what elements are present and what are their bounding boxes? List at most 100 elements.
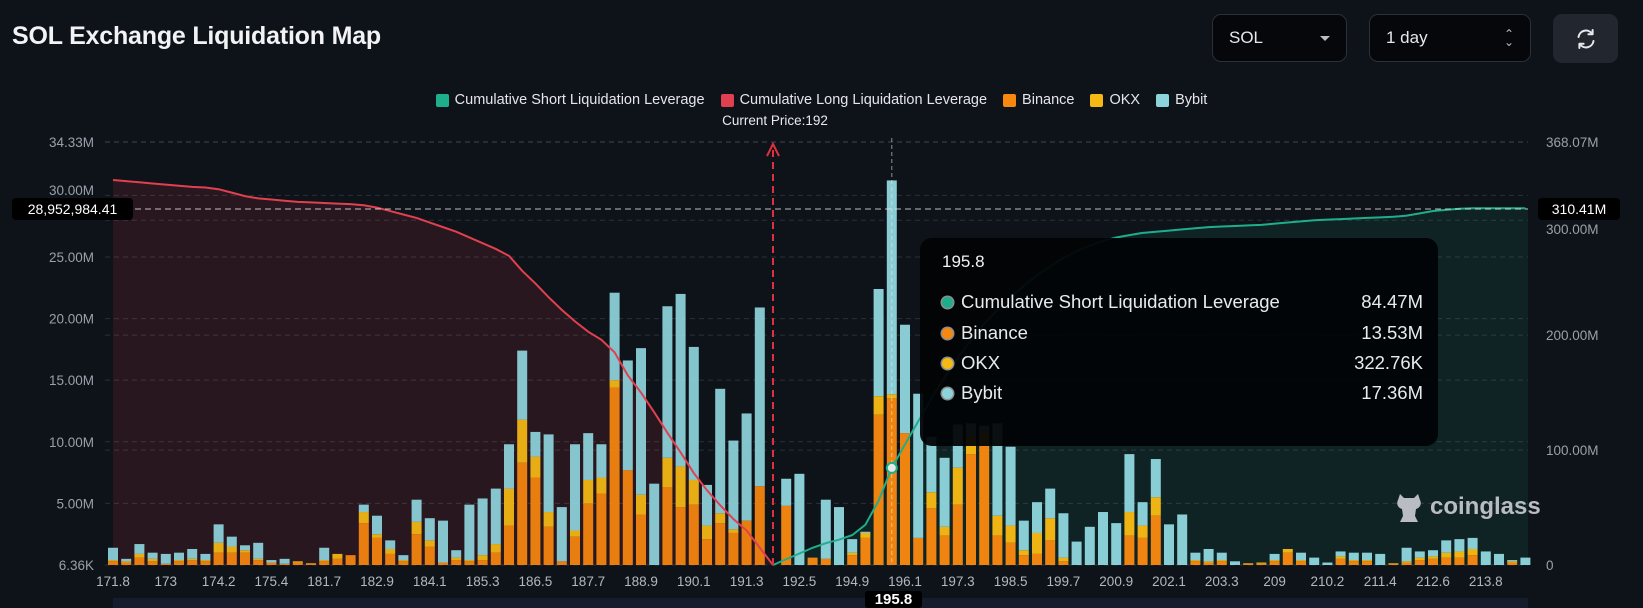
bar-okx-212.6 bbox=[1428, 556, 1438, 559]
bar-binance-185.3 bbox=[477, 560, 488, 565]
bar-bybit-171.8 bbox=[108, 547, 118, 561]
bar-binance-173.9 bbox=[200, 561, 211, 565]
refresh-button[interactable] bbox=[1553, 14, 1618, 63]
bar-okx-210.5 bbox=[1335, 556, 1346, 559]
bar-bybit-194.9 bbox=[847, 539, 858, 553]
bar-okx-190.7 bbox=[715, 513, 726, 524]
bar-bybit-199.7 bbox=[1058, 513, 1069, 558]
legend-item-bybit[interactable]: Bybit bbox=[1156, 92, 1207, 108]
bar-okx-174.8 bbox=[240, 550, 250, 553]
watermark-text: coinglass bbox=[1430, 493, 1541, 520]
y-left-tick-label: 15.00M bbox=[49, 373, 94, 388]
bar-bybit-175.4 bbox=[266, 560, 277, 563]
x-tick-label: 181.7 bbox=[307, 574, 341, 589]
x-tick-label: 186.5 bbox=[519, 574, 553, 589]
bar-okx-189.8 bbox=[675, 466, 686, 508]
bar-bybit-191.6 bbox=[754, 307, 765, 487]
bar-okx-209.3 bbox=[1282, 548, 1293, 553]
bar-bybit-173.6 bbox=[187, 548, 198, 559]
bar-bybit-200.9 bbox=[1111, 523, 1122, 565]
bar-binance-173.3 bbox=[174, 561, 184, 565]
bar-okx-174.5 bbox=[226, 546, 237, 553]
bar-bybit-212.6 bbox=[1428, 550, 1438, 557]
bar-bybit-188.6 bbox=[622, 360, 633, 471]
bar-bybit-198.5 bbox=[1005, 446, 1016, 526]
bar-bybit-200 bbox=[1071, 541, 1082, 565]
bar-binance-183.5 bbox=[398, 561, 409, 565]
tooltip-row-label: Bybit bbox=[961, 382, 1003, 403]
bar-bybit-198.2 bbox=[992, 423, 1003, 516]
bar-binance-187.4 bbox=[570, 536, 580, 565]
bar-binance-195.5 bbox=[873, 414, 884, 565]
bar-okx-190.4 bbox=[702, 525, 712, 540]
bar-binance-189.8 bbox=[675, 507, 686, 565]
bar-okx-173.6 bbox=[187, 558, 198, 561]
bar-bybit-186.2 bbox=[517, 350, 528, 420]
bar-bybit-203.6 bbox=[1230, 561, 1240, 565]
bar-binance-182.3 bbox=[345, 555, 356, 565]
tooltip-row-okx: OKX 322.76K bbox=[942, 352, 1423, 374]
crosshair-right-value: 310.41M bbox=[1538, 198, 1620, 220]
bar-okx-199.4 bbox=[1045, 518, 1056, 541]
bar-okx-183.5 bbox=[398, 560, 409, 562]
y-right-tick-label: 368.07M bbox=[1546, 135, 1599, 150]
bar-binance-186.8 bbox=[543, 526, 554, 565]
bar-okx-187.7 bbox=[583, 479, 594, 504]
bar-binance-188.9 bbox=[636, 514, 646, 565]
bar-bybit-214.4 bbox=[1507, 560, 1518, 562]
bar-okx-201.5 bbox=[1137, 525, 1148, 538]
x-tick-label: 212.6 bbox=[1416, 574, 1450, 589]
bar-binance-184.7 bbox=[451, 560, 462, 565]
bar-binance-198.8 bbox=[1018, 555, 1029, 565]
bar-binance-190.1 bbox=[688, 504, 699, 565]
y-left-tick-label: 5.00M bbox=[56, 496, 94, 511]
bar-okx-212.3 bbox=[1414, 557, 1425, 561]
bar-binance-201.2 bbox=[1124, 535, 1135, 565]
legend-swatch bbox=[720, 93, 734, 107]
bar-bybit-211.1 bbox=[1362, 552, 1372, 561]
bar-bybit-212 bbox=[1401, 547, 1412, 562]
bar-bybit-172.1 bbox=[121, 558, 132, 562]
bar-bybit-200.6 bbox=[1098, 512, 1108, 565]
x-tick-label: 210.2 bbox=[1311, 574, 1345, 589]
tooltip-row-bybit: Bybit 17.36M bbox=[942, 382, 1423, 404]
bar-binance-197.6 bbox=[966, 454, 976, 565]
x-tick-label: 174.2 bbox=[202, 574, 236, 589]
bar-bybit-210.2 bbox=[1322, 562, 1333, 565]
bar-binance-185.9 bbox=[504, 525, 514, 565]
bar-bybit-184.4 bbox=[438, 520, 448, 563]
bar-binance-175.4 bbox=[266, 562, 277, 565]
y-right-tick-label: 0 bbox=[1546, 558, 1554, 573]
bar-binance-172.1 bbox=[121, 562, 132, 565]
legend-item-binance[interactable]: Binance bbox=[1003, 92, 1074, 108]
bar-binance-199.4 bbox=[1045, 540, 1056, 565]
legend-label: Bybit bbox=[1175, 92, 1208, 108]
bar-bybit-172.4 bbox=[134, 544, 145, 554]
bar-binance-176 bbox=[292, 562, 303, 565]
bar-binance-196.1 bbox=[900, 433, 910, 565]
y-left-tick-label: 25.00M bbox=[49, 250, 94, 265]
tooltip-row-value: 13.53M bbox=[1361, 322, 1423, 343]
data-zoom-slider[interactable] bbox=[113, 598, 1528, 608]
bar-bybit-203 bbox=[1203, 548, 1214, 562]
bar-binance-188 bbox=[596, 493, 607, 565]
legend-item-cumulative-short[interactable]: Cumulative Short Liquidation Leverage bbox=[435, 92, 705, 108]
legend-item-okx[interactable]: OKX bbox=[1090, 92, 1140, 108]
bar-okx-211.1 bbox=[1362, 560, 1372, 562]
period-select[interactable]: 1 day ⌃ ⌄ bbox=[1369, 14, 1531, 62]
bar-binance-188.3 bbox=[609, 387, 620, 565]
bar-bybit-197.3 bbox=[952, 424, 963, 468]
bar-bybit-196.7 bbox=[926, 436, 937, 493]
bar-okx-182.6 bbox=[358, 512, 369, 524]
bar-okx-188.3 bbox=[609, 380, 620, 388]
legend-item-cumulative-long[interactable]: Cumulative Long Liquidation Leverage bbox=[720, 92, 987, 108]
symbol-select[interactable]: SOL bbox=[1212, 14, 1347, 62]
bar-binance-209.6 bbox=[1296, 561, 1306, 565]
bar-bybit-182.9 bbox=[372, 515, 382, 535]
bar-bybit-184.7 bbox=[451, 550, 462, 558]
bar-binance-189.5 bbox=[662, 487, 673, 565]
bar-okx-199.7 bbox=[1058, 557, 1069, 562]
bar-okx-186.8 bbox=[543, 512, 554, 527]
bar-binance-182 bbox=[332, 558, 343, 565]
bar-binance-195.2 bbox=[860, 537, 871, 565]
